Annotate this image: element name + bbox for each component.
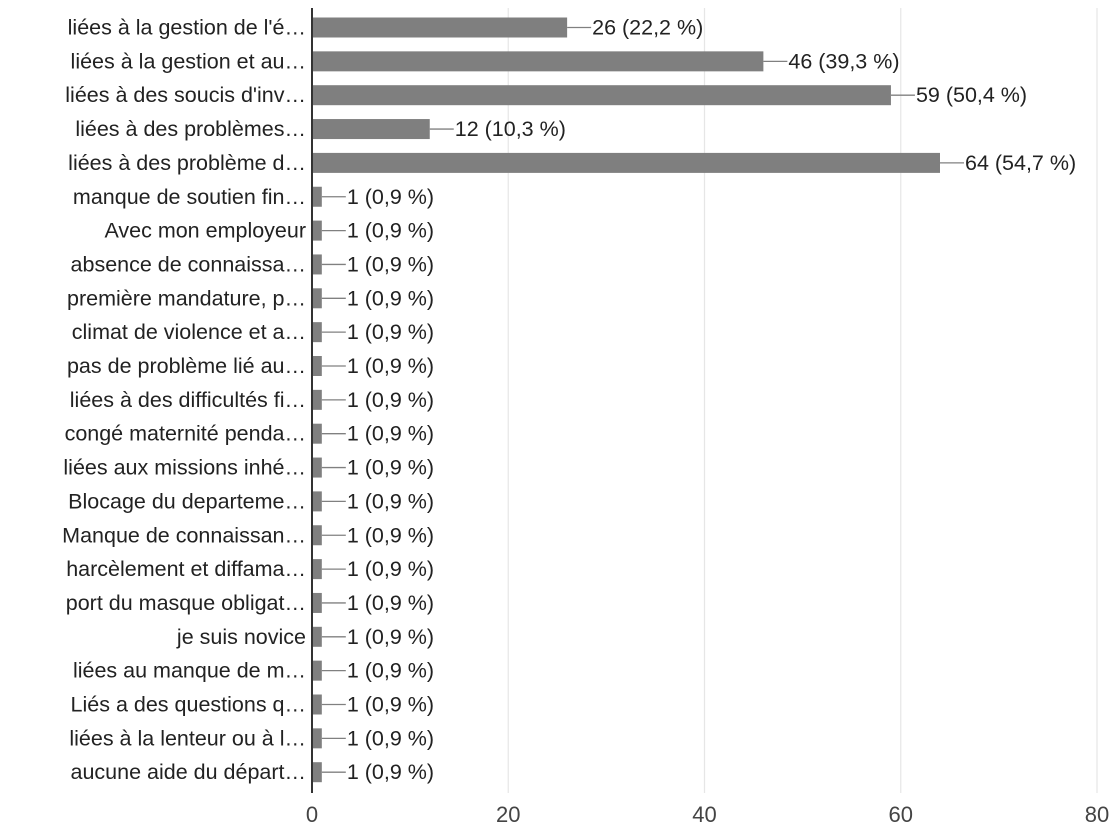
value-label: 1 (0,9 %) — [347, 320, 434, 344]
bar — [312, 254, 322, 275]
category-label: Blocage du departeme… — [68, 489, 306, 513]
category-label: congé maternité penda… — [65, 422, 306, 446]
x-tick-label: 60 — [889, 802, 913, 827]
value-label: 1 (0,9 %) — [347, 185, 434, 209]
value-label: 12 (10,3 %) — [455, 117, 566, 141]
bar — [312, 288, 322, 309]
bar — [312, 152, 940, 173]
category-label: liées à des difficultés fi… — [70, 388, 306, 412]
category-label: absence de connaissa… — [71, 252, 306, 276]
category-label: liées à des soucis d'inv… — [65, 83, 306, 107]
value-label: 1 (0,9 %) — [347, 523, 434, 547]
bar — [312, 762, 322, 783]
bar — [312, 491, 322, 512]
value-label: 64 (54,7 %) — [965, 151, 1076, 175]
value-label: 1 (0,9 %) — [347, 422, 434, 446]
bar — [312, 457, 322, 478]
value-label: 1 (0,9 %) — [347, 659, 434, 683]
bar — [312, 85, 891, 106]
category-label: liées à des problème d… — [68, 151, 306, 175]
x-tick-label: 40 — [692, 802, 716, 827]
bar — [312, 119, 430, 140]
category-label: liées à des problèmes… — [75, 117, 306, 141]
category-label: aucune aide du départ… — [71, 760, 306, 784]
bar — [312, 423, 322, 444]
category-label: Liés a des questions q… — [71, 693, 306, 717]
category-label: liées aux missions inhé… — [63, 456, 306, 480]
value-label: 26 (22,2 %) — [592, 16, 703, 40]
bar — [312, 186, 322, 207]
category-label: liées à la gestion de l'é… — [68, 16, 306, 40]
bar — [312, 559, 322, 580]
bar — [312, 356, 322, 376]
value-label: 1 (0,9 %) — [347, 625, 434, 649]
category-label: climat de violence et a… — [72, 320, 306, 344]
value-label: 1 (0,9 %) — [347, 591, 434, 615]
category-label: port du masque obligat… — [66, 591, 306, 615]
value-label: 1 (0,9 %) — [347, 354, 434, 378]
bar — [312, 17, 568, 38]
bar — [312, 626, 322, 647]
value-label: 1 (0,9 %) — [347, 760, 434, 784]
value-label: 1 (0,9 %) — [347, 726, 434, 750]
bar — [312, 389, 322, 410]
category-label: liées à la lenteur ou à l… — [69, 726, 306, 750]
value-label: 1 (0,9 %) — [347, 489, 434, 513]
bar — [312, 660, 322, 681]
bar — [312, 51, 764, 72]
category-label: je suis novice — [176, 625, 306, 649]
bar — [312, 728, 322, 749]
x-tick-label: 0 — [306, 802, 318, 827]
value-label: 1 (0,9 %) — [347, 456, 434, 480]
category-label: harcèlement et diffama… — [66, 557, 306, 581]
category-label: Avec mon employeur — [104, 219, 306, 243]
value-label: 1 (0,9 %) — [347, 557, 434, 581]
bar — [312, 694, 322, 715]
x-tick-label: 80 — [1085, 802, 1109, 827]
value-label: 46 (39,3 %) — [788, 49, 899, 73]
category-label: première mandature, p… — [67, 286, 306, 310]
bar — [312, 525, 322, 546]
category-label: Manque de connaissan… — [62, 523, 306, 547]
value-label: 1 (0,9 %) — [347, 252, 434, 276]
category-label: liées à la gestion et au… — [71, 49, 306, 73]
category-label: pas de problème lié au… — [67, 354, 306, 378]
value-label: 1 (0,9 %) — [347, 286, 434, 310]
bar — [312, 322, 322, 343]
bar — [312, 220, 322, 241]
value-label: 1 (0,9 %) — [347, 219, 434, 243]
value-label: 1 (0,9 %) — [347, 693, 434, 717]
category-label: liées au manque de m… — [73, 659, 306, 683]
category-label: manque de soutien fin… — [73, 185, 306, 209]
value-label: 59 (50,4 %) — [916, 83, 1027, 107]
value-label: 1 (0,9 %) — [347, 388, 434, 412]
bar — [312, 592, 322, 613]
x-tick-label: 20 — [496, 802, 520, 827]
